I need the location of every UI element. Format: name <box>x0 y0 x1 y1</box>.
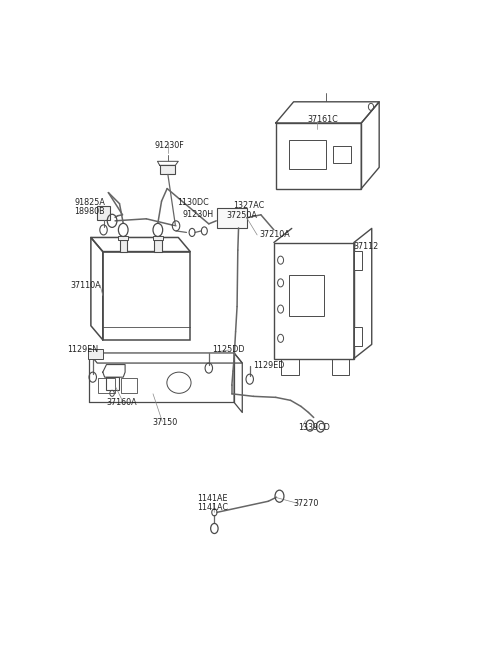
Text: 1339CD: 1339CD <box>298 423 330 432</box>
Text: 1141AE: 1141AE <box>197 494 228 503</box>
Bar <box>334 146 351 163</box>
Bar <box>120 240 127 252</box>
Text: 1129EN: 1129EN <box>67 345 98 354</box>
Text: 1129ED: 1129ED <box>252 360 284 369</box>
Text: 18980B: 18980B <box>74 207 105 216</box>
Bar <box>217 208 247 228</box>
Bar <box>289 140 326 170</box>
Text: 37150: 37150 <box>152 418 178 427</box>
Bar <box>153 236 163 240</box>
Text: 37110A: 37110A <box>71 281 101 290</box>
Text: 1327AC: 1327AC <box>233 201 264 210</box>
Text: 37112: 37112 <box>354 242 379 251</box>
Text: 37161C: 37161C <box>307 115 338 124</box>
Bar <box>103 252 190 340</box>
Bar <box>160 165 175 174</box>
Bar <box>289 275 324 316</box>
Bar <box>353 251 362 271</box>
Text: 37250A: 37250A <box>227 212 258 220</box>
Text: 1141AC: 1141AC <box>197 503 228 512</box>
Bar <box>281 358 299 375</box>
Bar <box>274 242 354 358</box>
Bar <box>119 236 128 240</box>
Bar <box>332 358 349 375</box>
Text: 91230F: 91230F <box>155 141 185 150</box>
Bar <box>154 240 162 252</box>
Text: 1125DD: 1125DD <box>212 345 244 354</box>
Text: 37210A: 37210A <box>259 231 290 240</box>
Bar <box>353 327 362 346</box>
Bar <box>106 377 119 390</box>
Text: 91230H: 91230H <box>182 210 213 219</box>
Text: 37160A: 37160A <box>107 398 137 407</box>
Bar <box>98 378 115 393</box>
Text: 1130DC: 1130DC <box>177 198 209 207</box>
Bar <box>97 206 110 220</box>
Bar <box>120 378 137 393</box>
Bar <box>88 349 103 358</box>
Text: 37270: 37270 <box>294 498 319 508</box>
Text: 91825A: 91825A <box>74 198 105 207</box>
Bar <box>276 123 361 189</box>
